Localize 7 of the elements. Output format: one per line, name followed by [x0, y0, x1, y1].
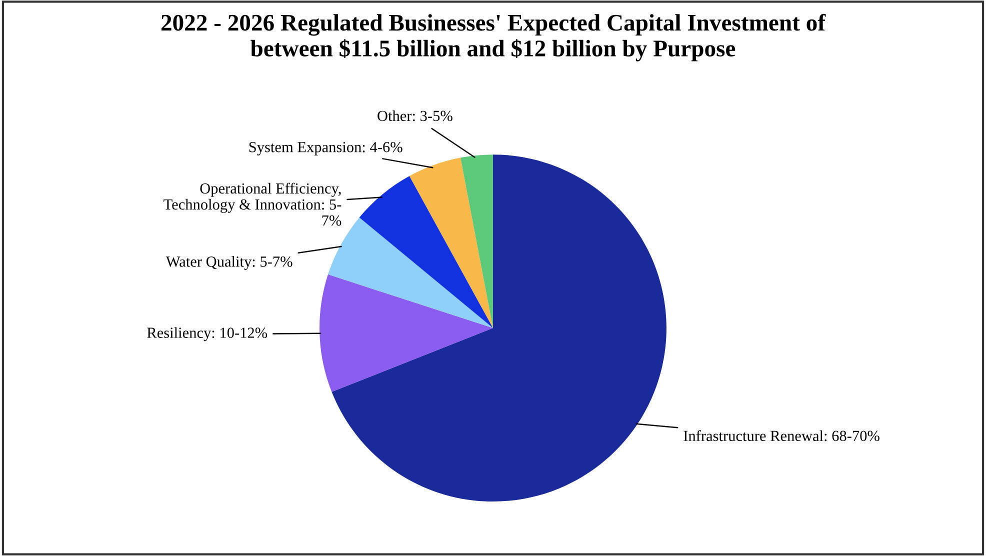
slice-label: Water Quality: 5-7% [166, 256, 292, 270]
slice-label: System Expansion: 4-6% [249, 142, 402, 156]
slice-label: Other: 3-5% [378, 110, 452, 122]
slice-label: Operational Efficiency, Technology & Innovation: 5- 7% [164, 182, 342, 226]
chart-title: 2022 - 2026 Regulated Businesses' Expected Capital Investment of between $11.5 billion and $12 billion by Purpose [161, 14, 826, 62]
slice-label: Resiliency: 10-12% [147, 327, 268, 342]
slice-label: Infrastructure Renewal: 68-70% [684, 430, 880, 442]
